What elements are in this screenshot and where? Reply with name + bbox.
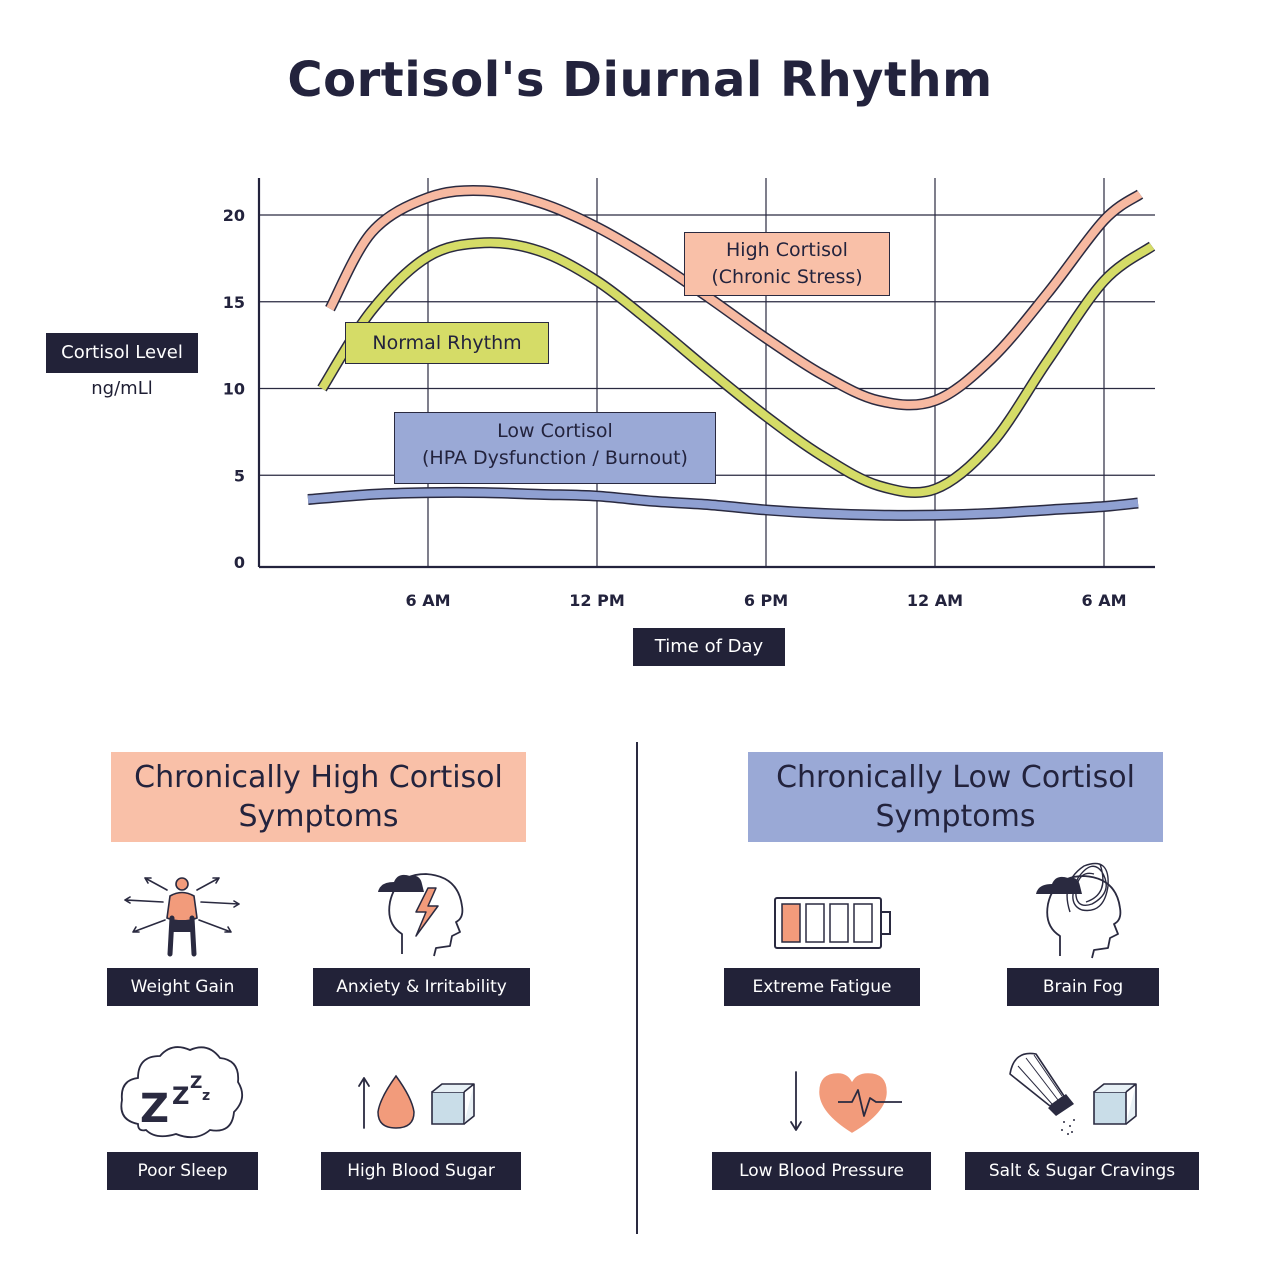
arrow-drop-cube-icon: [358, 1074, 475, 1129]
y-tick-20: 20: [223, 206, 245, 225]
cortisol-chart: 0 5 10 15 20 6 AM 12 PM 6 PM 12 AM 6 AM: [223, 178, 1156, 610]
high-title-line2: Symptoms: [238, 799, 399, 834]
low-annotation-line1: Low Cortisol: [497, 420, 613, 442]
low-annotation-line2: (HPA Dysfunction / Burnout): [422, 447, 688, 469]
high-cortisol-annotation: High Cortisol (Chronic Stress): [684, 232, 890, 296]
head-scribble-icon: [1036, 862, 1122, 959]
x-axis-label: Time of Day: [633, 628, 785, 666]
y-axis-unit: ng/mLl: [91, 378, 153, 399]
page-title: Cortisol's Diurnal Rhythm: [287, 52, 993, 108]
heart-pulse-down-arrow-icon: [790, 1071, 902, 1133]
low-cortisol-annotation: Low Cortisol (HPA Dysfunction / Burnout): [394, 412, 716, 484]
chart-axes: [257, 178, 1155, 569]
line-normal-rhythm: [318, 238, 1155, 497]
svg-text:z: z: [202, 1088, 210, 1104]
svg-text:Z: Z: [190, 1073, 202, 1093]
y-tick-15: 15: [223, 293, 245, 312]
head-lightning-icon: [378, 873, 464, 957]
high-title-line1: Chronically High Cortisol: [134, 760, 503, 795]
x-tick-3: 12 AM: [907, 591, 963, 610]
low-title-line1: Chronically Low Cortisol: [776, 760, 1135, 795]
low-battery-icon: [774, 897, 891, 949]
symptom-low-blood-pressure: Low Blood Pressure: [712, 1152, 931, 1190]
panel-divider: [636, 742, 638, 1234]
high-annotation-line2: (Chronic Stress): [711, 266, 863, 288]
symptom-poor-sleep: Poor Sleep: [107, 1152, 258, 1190]
symptom-salt-sugar-cravings: Salt & Sugar Cravings: [965, 1152, 1199, 1190]
line-low-cortisol: [307, 488, 1139, 520]
person-outward-arrows-icon: [124, 877, 240, 957]
x-tick-0: 6 AM: [405, 591, 450, 610]
symptom-high-blood-sugar: High Blood Sugar: [321, 1152, 521, 1190]
x-tick-1: 12 PM: [569, 591, 624, 610]
y-axis-label: Cortisol Level: [46, 333, 198, 373]
high-annotation-line1: High Cortisol: [726, 239, 848, 261]
symptom-anxiety-irritability: Anxiety & Irritability: [313, 968, 530, 1006]
low-title-line2: Symptoms: [875, 799, 1036, 834]
symptom-weight-gain: Weight Gain: [107, 968, 258, 1006]
y-tick-0: 0: [234, 553, 245, 572]
svg-text:Z: Z: [140, 1086, 169, 1132]
svg-text:Z: Z: [172, 1082, 189, 1110]
symptom-brain-fog: Brain Fog: [1007, 968, 1159, 1006]
sleep-cloud-zzz-icon: Z Z Z z: [120, 1046, 244, 1139]
salt-shaker-cube-icon: [1009, 1052, 1137, 1135]
y-tick-5: 5: [234, 466, 245, 485]
series-lines: [307, 184, 1156, 521]
symptom-extreme-fatigue: Extreme Fatigue: [724, 968, 920, 1006]
line-high-cortisol-outline: [325, 184, 1144, 411]
normal-rhythm-annotation: Normal Rhythm: [345, 322, 549, 364]
y-tick-labels: 0 5 10 15 20: [223, 206, 245, 572]
low-symptoms-title: Chronically Low Cortisol Symptoms: [748, 752, 1163, 842]
high-symptoms-title: Chronically High Cortisol Symptoms: [111, 752, 526, 842]
line-high-cortisol: [326, 186, 1143, 409]
x-tick-labels: 6 AM 12 PM 6 PM 12 AM 6 AM: [405, 591, 1126, 610]
y-tick-10: 10: [223, 380, 245, 399]
x-tick-2: 6 PM: [744, 591, 788, 610]
x-tick-4: 6 AM: [1081, 591, 1126, 610]
